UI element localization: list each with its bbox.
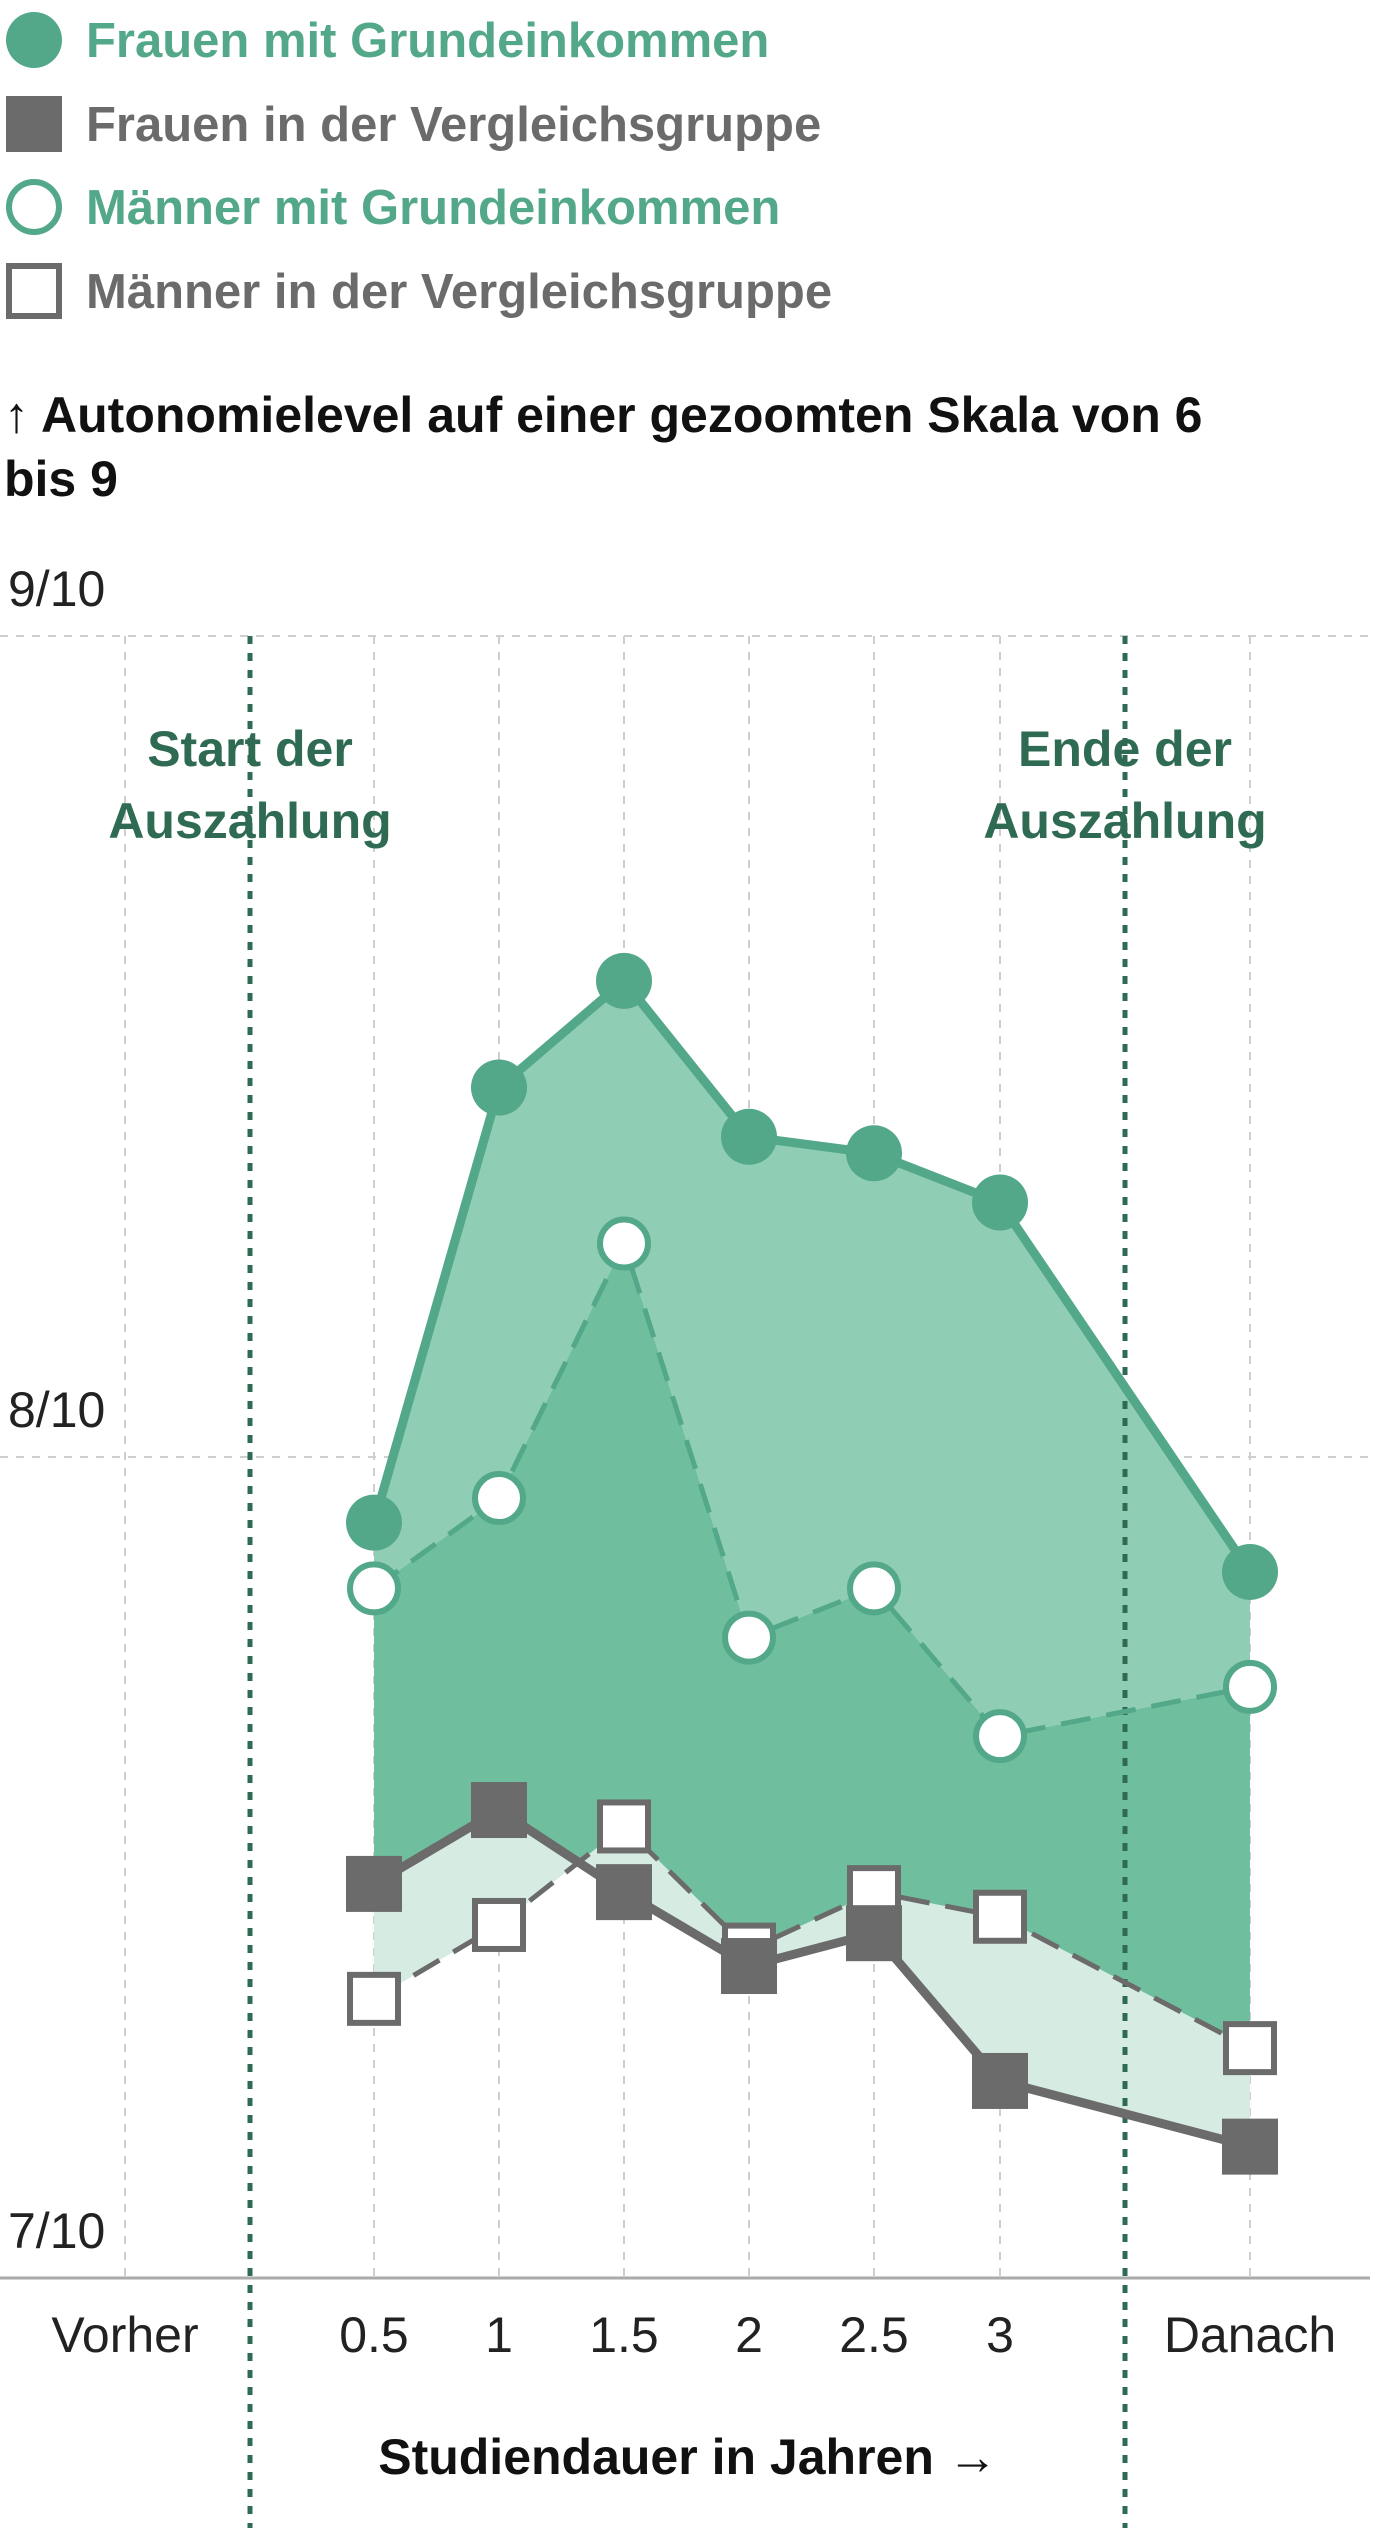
legend-label: Frauen in der Vergleichsgruppe xyxy=(86,98,821,152)
data-point xyxy=(1223,2021,1277,2076)
legend-item: Männer in der Vergleichsgruppe xyxy=(6,263,832,319)
payout-marker-label: Auszahlung xyxy=(108,793,391,849)
legend-filled-square-icon xyxy=(6,96,62,152)
payout-marker-label: Start der xyxy=(147,721,353,777)
area-frauen-gap xyxy=(374,980,1250,1737)
x-tick-label: 2 xyxy=(735,2307,763,2363)
y-axis-title: ↑ Autonomielevel auf einer gezoomten Ska… xyxy=(4,387,1202,443)
legend-label: Frauen mit Grundeinkommen xyxy=(86,14,769,68)
data-point xyxy=(847,1561,901,1616)
x-tick-label: Danach xyxy=(1164,2307,1336,2363)
legend-item: Frauen in der Vergleichsgruppe xyxy=(6,96,821,152)
x-tick-label: 1 xyxy=(485,2307,513,2363)
y-axis-title: bis 9 xyxy=(4,451,118,507)
legend-item: Frauen mit Grundeinkommen xyxy=(6,12,769,68)
data-point xyxy=(597,1799,651,1854)
legend-filled-circle-icon xyxy=(6,12,62,68)
data-point xyxy=(973,1889,1027,1944)
area-comparison-gap xyxy=(374,1810,1250,2147)
data-point xyxy=(846,1125,902,1182)
x-tick-label: 3 xyxy=(986,2307,1014,2363)
data-point xyxy=(472,1471,526,1526)
legend-label: Männer mit Grundeinkommen xyxy=(86,181,780,235)
data-point xyxy=(721,1108,777,1165)
data-point xyxy=(972,1174,1028,1231)
data-point xyxy=(472,1897,526,1952)
data-point xyxy=(347,1561,401,1616)
legend-open-square-icon xyxy=(6,263,62,319)
data-point xyxy=(597,1216,651,1271)
x-tick-label: 2.5 xyxy=(839,2307,909,2363)
data-point xyxy=(722,1610,776,1665)
data-point xyxy=(347,1971,401,2026)
legend-open-circle-icon xyxy=(6,179,62,235)
data-point xyxy=(471,1059,527,1116)
x-tick-label: Vorher xyxy=(51,2307,198,2363)
legend-label: Männer in der Vergleichsgruppe xyxy=(86,265,832,319)
legend-item: Männer mit Grundeinkommen xyxy=(6,179,780,235)
data-point xyxy=(596,952,652,1009)
data-point xyxy=(846,1905,902,1962)
data-point xyxy=(596,1864,652,1921)
payout-marker-label: Ende der xyxy=(1018,721,1232,777)
data-point xyxy=(1223,1659,1277,1714)
y-tick-label: 8/10 xyxy=(8,1382,105,1438)
y-tick-label: 9/10 xyxy=(8,561,105,617)
x-axis-title: Studiendauer in Jahren → xyxy=(378,2429,998,2485)
data-point xyxy=(346,1494,402,1551)
data-point xyxy=(346,1855,402,1912)
data-point xyxy=(973,1709,1027,1764)
data-point xyxy=(1222,1543,1278,1600)
data-point xyxy=(471,1782,527,1839)
data-point xyxy=(1222,2118,1278,2175)
x-tick-label: 1.5 xyxy=(589,2307,659,2363)
y-tick-label: 7/10 xyxy=(8,2203,105,2259)
payout-marker-label: Auszahlung xyxy=(983,793,1266,849)
data-point xyxy=(721,1938,777,1995)
x-tick-label: 0.5 xyxy=(339,2307,409,2363)
area-maenner-gap xyxy=(374,1243,1250,2147)
data-point xyxy=(972,2052,1028,2109)
